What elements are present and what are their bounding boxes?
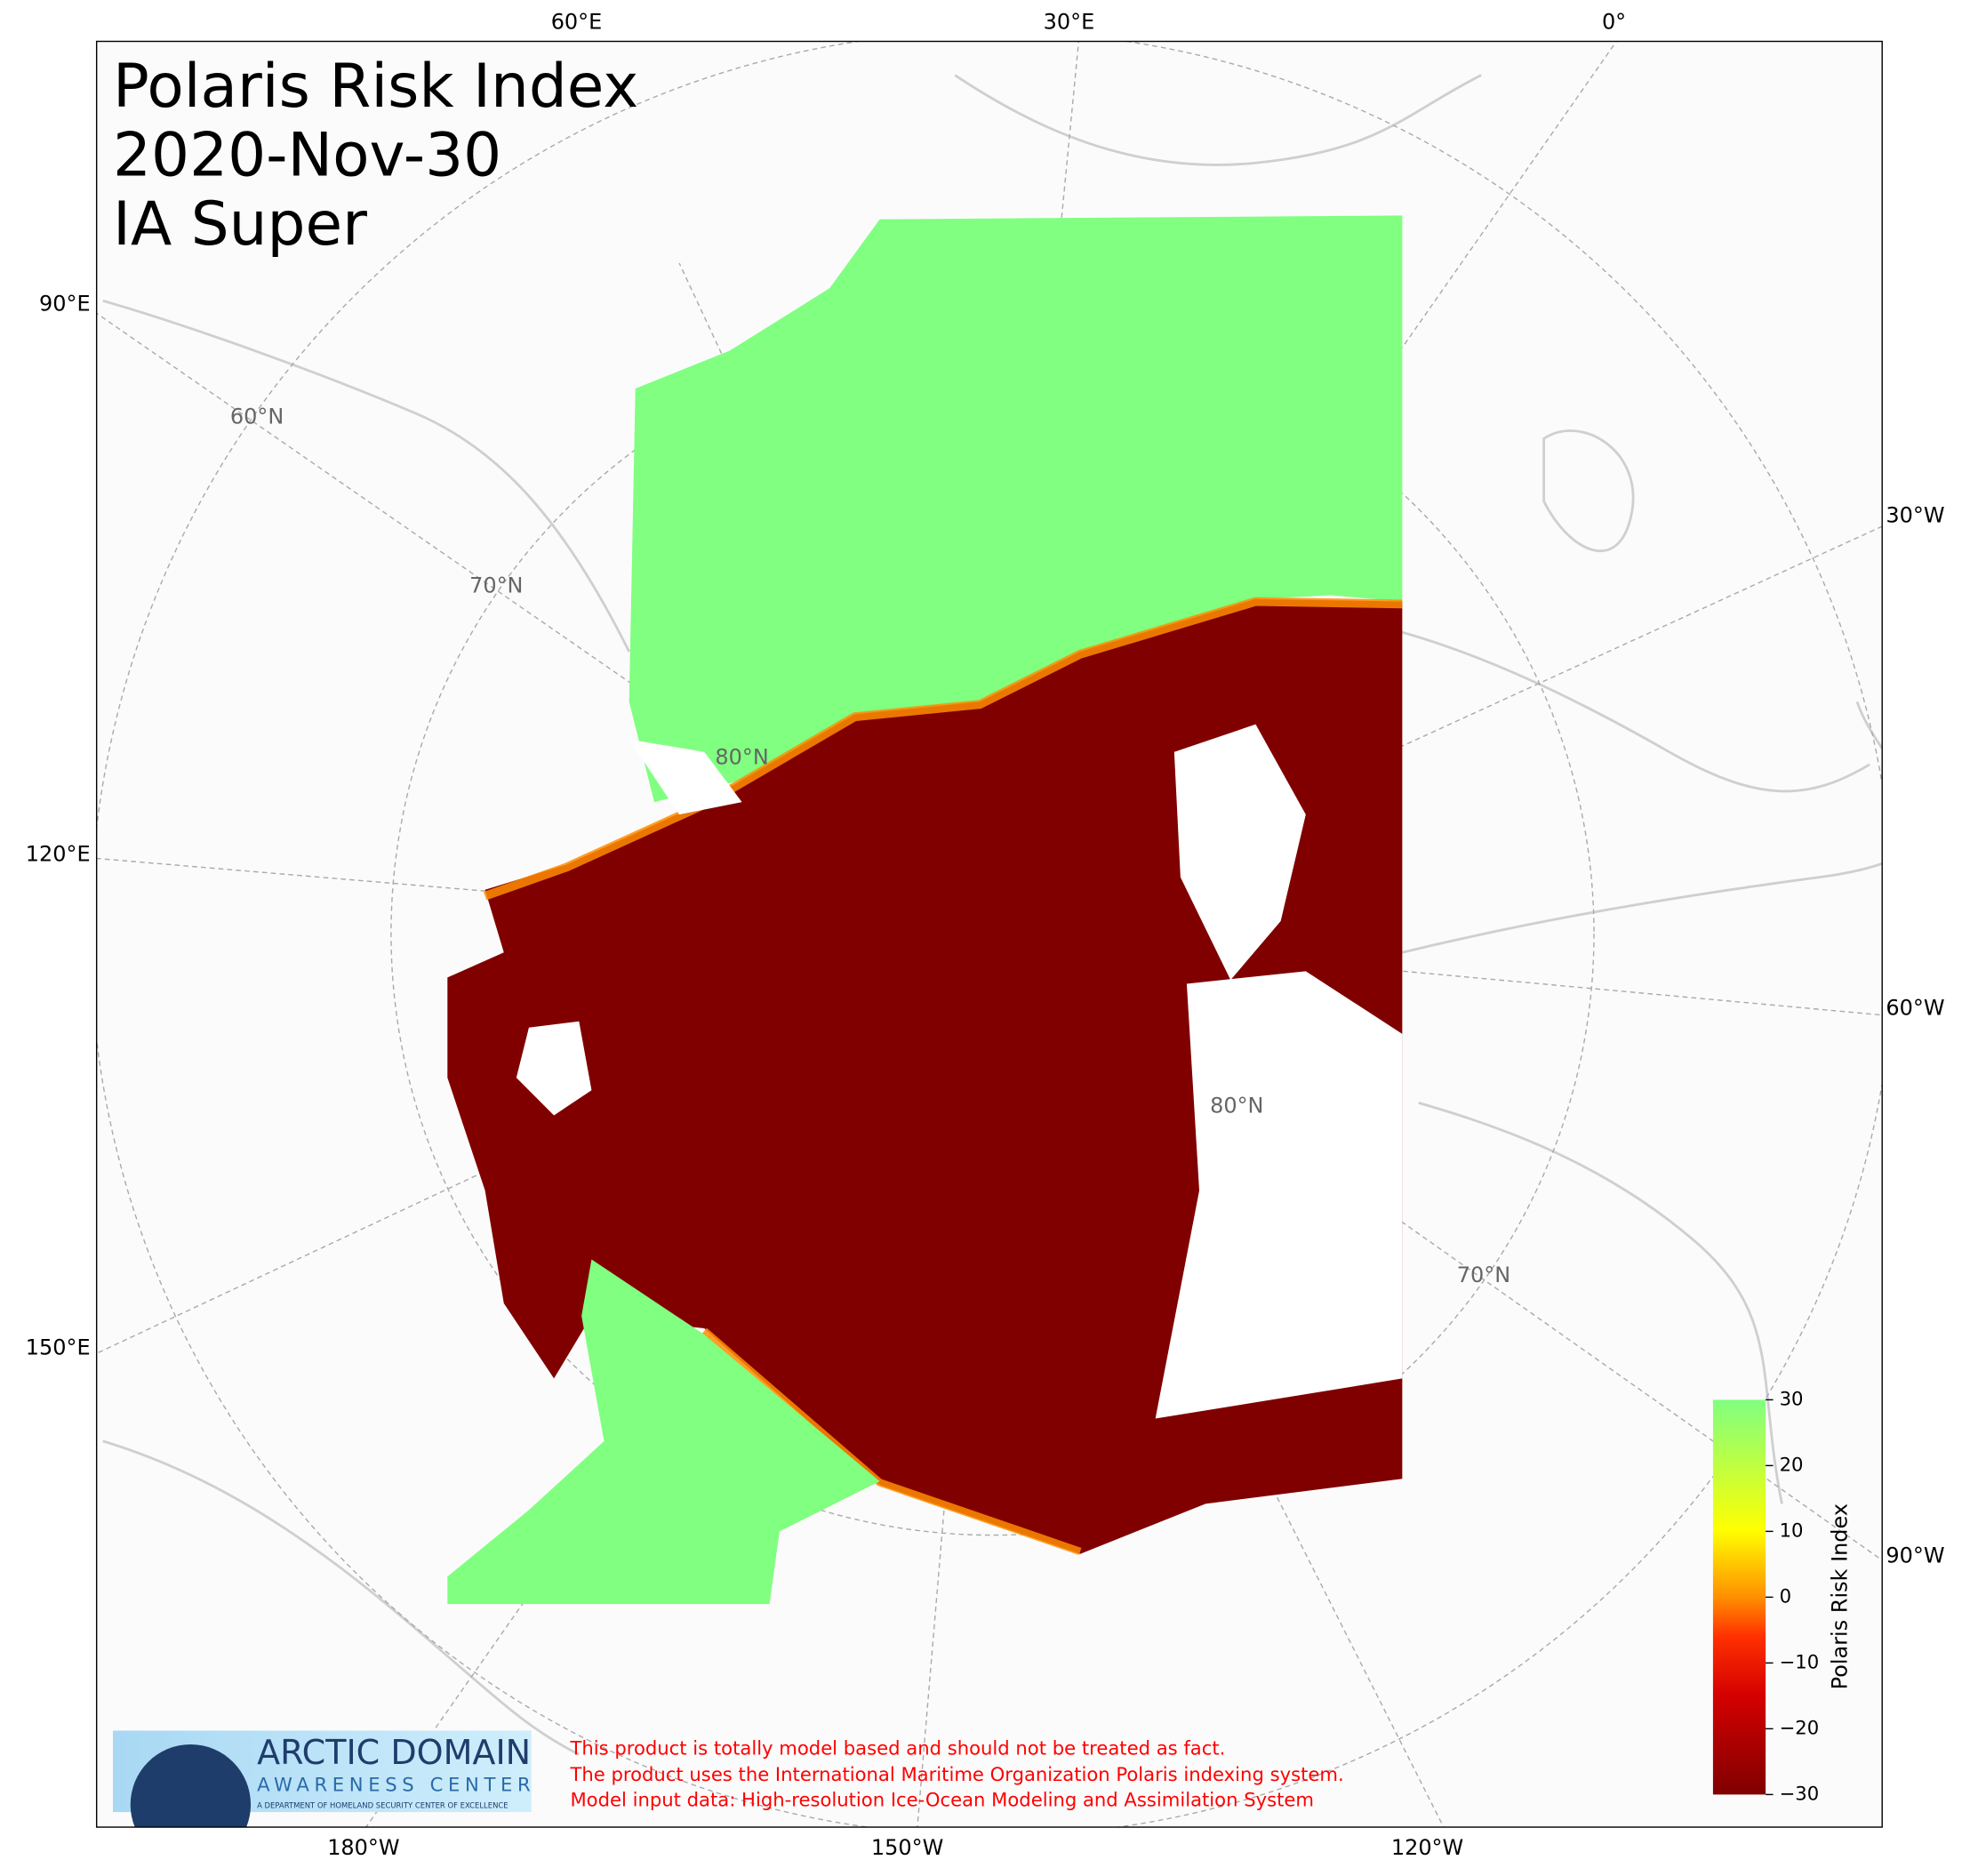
logo-title: ARCTIC DOMAIN [257, 1733, 531, 1772]
meridian-label: 0° [1602, 9, 1626, 34]
parallel-label: 80°N [1210, 1094, 1263, 1118]
disclaimer-line: The product uses the International Marit… [569, 1763, 1343, 1785]
parallel-label: 70°N [1457, 1263, 1510, 1287]
meridian-label: 90°E [39, 292, 91, 317]
title-line: IA Super [113, 188, 367, 259]
logo-subtitle: AWARENESS CENTER [257, 1774, 535, 1796]
colorbar-tick-label: 10 [1780, 1519, 1804, 1541]
parallel-label: 80°N [715, 745, 768, 770]
ice-free-zone [447, 1259, 880, 1605]
meridian-label: 120°E [26, 841, 91, 866]
disclaimer-line: This product is totally model based and … [569, 1737, 1225, 1760]
ice-edge [701, 1327, 1082, 1555]
meridian-label: 150°W [871, 1835, 943, 1860]
title-line: Polaris Risk Index [113, 51, 638, 121]
land-masses [516, 724, 1403, 1419]
disclaimer-line: Model input data: High-resolution Ice-Oc… [570, 1788, 1314, 1810]
colorbar-tick-label: 20 [1780, 1453, 1804, 1475]
title-line: 2020-Nov-30 [113, 120, 501, 190]
meridian-label: 180°W [327, 1835, 399, 1860]
logo-tagline: A DEPARTMENT OF HOMELAND SECURITY CENTER… [257, 1801, 509, 1810]
meridian-label: 90°W [1886, 1543, 1944, 1568]
coastlines [102, 74, 1883, 1756]
frame [95, 40, 1883, 1828]
colorbar-tick-label: −10 [1780, 1650, 1820, 1672]
ice-free-zone [629, 215, 1403, 803]
meridian-label: 150°E [26, 1335, 91, 1360]
high-risk-zone [447, 598, 1403, 1554]
map-area: ARCTIC DOMAIN AWARENESS CENTER A DEPARTM… [96, 41, 1883, 1828]
parallel-label: 70°N [469, 573, 523, 598]
colorbar-tick-label: −20 [1780, 1716, 1820, 1738]
colorbar-tick-label: 0 [1780, 1584, 1791, 1607]
ice-edge [483, 597, 1403, 901]
meridian-label: 120°W [1391, 1835, 1463, 1860]
meridian-label: 60°W [1886, 996, 1944, 1021]
parallel-label: 60°N [230, 404, 284, 429]
colorbar-tick-label: 30 [1780, 1387, 1804, 1409]
meridian-label: 30°E [1044, 9, 1095, 34]
colorbar-tick-label: −30 [1780, 1782, 1820, 1804]
logo-globe [130, 1744, 252, 1828]
meridian-label: 60°E [551, 9, 603, 34]
meridian-label: 30°W [1886, 503, 1944, 528]
colorbar [1712, 1399, 1766, 1795]
colorbar-label: Polaris Risk Index [1828, 1503, 1853, 1689]
